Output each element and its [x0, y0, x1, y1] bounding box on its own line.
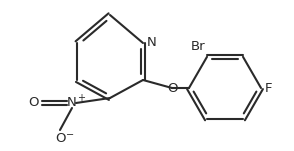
Text: F: F — [265, 82, 273, 95]
Text: O: O — [29, 96, 39, 109]
Text: −: − — [66, 130, 74, 140]
Text: Br: Br — [191, 40, 205, 53]
Text: +: + — [77, 93, 85, 103]
Text: N: N — [147, 37, 157, 50]
Text: O: O — [167, 82, 177, 95]
Text: O: O — [55, 132, 65, 145]
Text: N: N — [67, 96, 77, 109]
